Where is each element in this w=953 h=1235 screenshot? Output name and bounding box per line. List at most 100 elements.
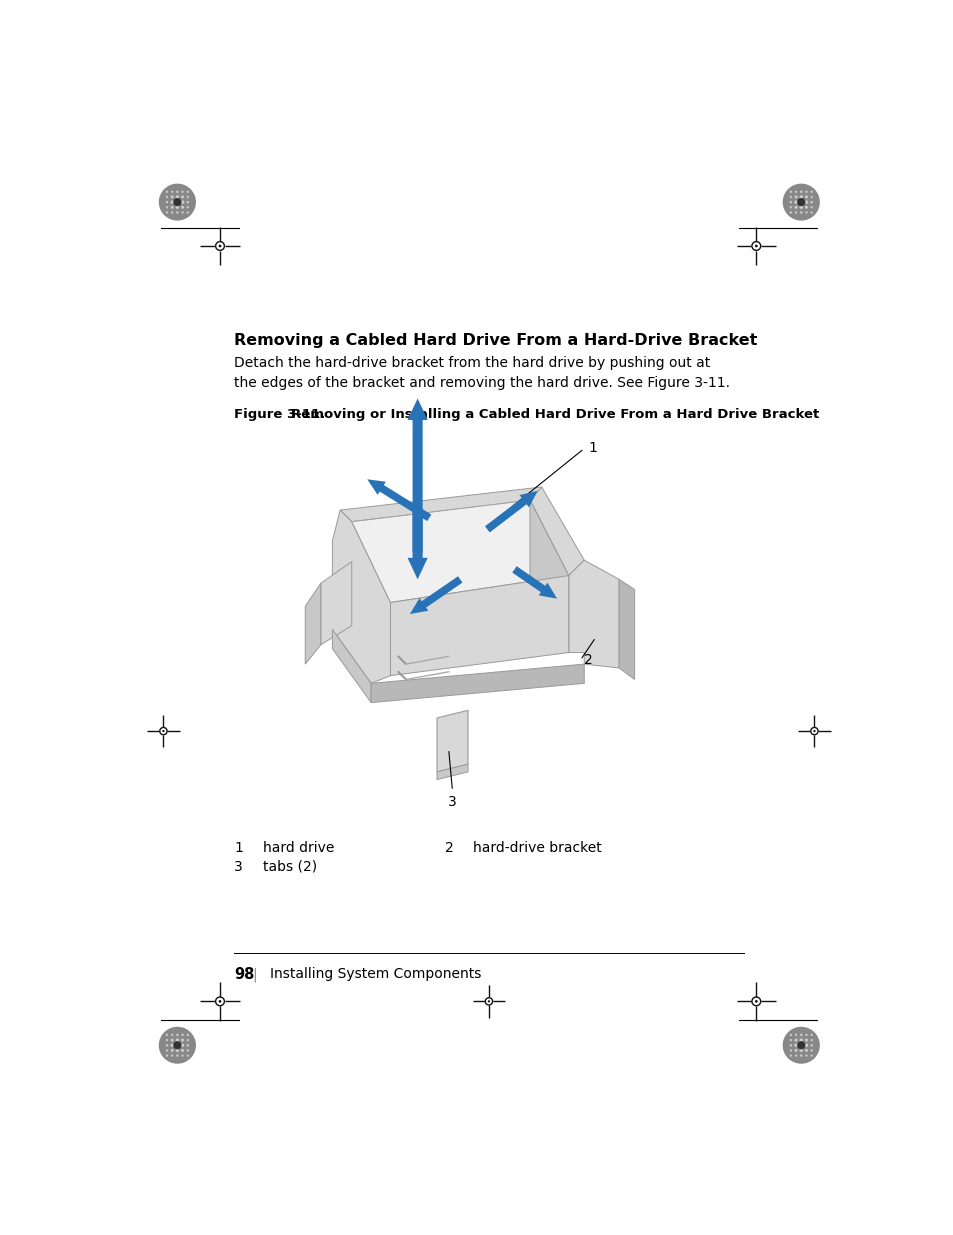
Circle shape: [187, 1044, 189, 1046]
Circle shape: [218, 1000, 221, 1003]
Text: |: |: [253, 967, 257, 982]
Circle shape: [804, 190, 807, 193]
Circle shape: [804, 206, 807, 209]
Circle shape: [181, 1049, 184, 1052]
Circle shape: [799, 1044, 802, 1047]
Circle shape: [754, 1000, 757, 1003]
Polygon shape: [367, 479, 431, 521]
Circle shape: [794, 1039, 797, 1041]
Circle shape: [181, 211, 184, 214]
Circle shape: [166, 1055, 168, 1057]
Circle shape: [797, 1041, 804, 1050]
Circle shape: [794, 1055, 797, 1057]
Polygon shape: [568, 561, 618, 668]
Polygon shape: [371, 664, 583, 703]
Circle shape: [171, 1049, 173, 1052]
Circle shape: [799, 205, 802, 209]
Circle shape: [799, 1049, 802, 1052]
Polygon shape: [305, 583, 320, 664]
Circle shape: [794, 190, 797, 193]
Circle shape: [181, 1039, 184, 1041]
Circle shape: [187, 1050, 189, 1051]
Circle shape: [187, 206, 189, 209]
Circle shape: [804, 1039, 807, 1041]
Text: 2: 2: [444, 841, 453, 855]
Text: Removing or Installing a Cabled Hard Drive From a Hard Drive Bracket: Removing or Installing a Cabled Hard Dri…: [291, 409, 819, 421]
Circle shape: [176, 1055, 178, 1057]
Polygon shape: [340, 487, 541, 521]
Polygon shape: [530, 500, 568, 652]
Circle shape: [181, 1044, 184, 1047]
Polygon shape: [436, 710, 468, 772]
Text: 1: 1: [587, 441, 597, 456]
Circle shape: [173, 1041, 181, 1050]
Circle shape: [810, 196, 812, 198]
Circle shape: [810, 190, 812, 193]
Circle shape: [166, 1034, 168, 1036]
Circle shape: [173, 198, 181, 206]
Text: Removing a Cabled Hard Drive From a Hard-Drive Bracket: Removing a Cabled Hard Drive From a Hard…: [233, 333, 757, 348]
Circle shape: [166, 1050, 168, 1051]
Circle shape: [799, 195, 802, 199]
Circle shape: [187, 201, 189, 204]
Circle shape: [789, 206, 791, 209]
Text: 2: 2: [583, 653, 593, 667]
Circle shape: [789, 1055, 791, 1057]
Text: 3: 3: [448, 795, 456, 809]
Polygon shape: [407, 399, 427, 552]
Circle shape: [171, 200, 173, 204]
Circle shape: [797, 198, 804, 206]
Circle shape: [171, 1039, 173, 1041]
Circle shape: [187, 1034, 189, 1036]
Circle shape: [810, 211, 812, 214]
Circle shape: [804, 211, 807, 214]
Text: Installing System Components: Installing System Components: [270, 967, 481, 982]
Polygon shape: [352, 500, 568, 603]
Circle shape: [800, 1055, 801, 1057]
Circle shape: [800, 1034, 801, 1036]
Circle shape: [810, 1055, 812, 1057]
Circle shape: [789, 1039, 791, 1041]
Circle shape: [789, 196, 791, 198]
Circle shape: [181, 195, 184, 199]
Circle shape: [810, 201, 812, 204]
Circle shape: [754, 245, 757, 247]
Circle shape: [187, 196, 189, 198]
Circle shape: [166, 1039, 168, 1041]
Polygon shape: [407, 510, 427, 579]
Text: 98: 98: [233, 967, 254, 982]
Circle shape: [175, 1044, 179, 1047]
Circle shape: [166, 196, 168, 198]
Circle shape: [789, 201, 791, 204]
Circle shape: [794, 211, 797, 214]
Circle shape: [789, 1034, 791, 1036]
Circle shape: [187, 1055, 189, 1057]
Circle shape: [181, 200, 184, 204]
Circle shape: [789, 1044, 791, 1046]
Text: hard drive: hard drive: [262, 841, 334, 855]
Circle shape: [789, 1050, 791, 1051]
Circle shape: [166, 211, 168, 214]
Circle shape: [800, 190, 801, 193]
Circle shape: [218, 245, 221, 247]
Circle shape: [810, 206, 812, 209]
Circle shape: [487, 1000, 490, 1003]
Circle shape: [794, 1049, 797, 1052]
Circle shape: [187, 190, 189, 193]
Circle shape: [166, 190, 168, 193]
Circle shape: [171, 1044, 173, 1047]
Circle shape: [794, 1044, 797, 1047]
Circle shape: [781, 184, 819, 221]
Circle shape: [794, 206, 797, 209]
Circle shape: [166, 206, 168, 209]
Circle shape: [175, 1049, 179, 1052]
Circle shape: [166, 201, 168, 204]
Circle shape: [810, 1044, 812, 1046]
Polygon shape: [320, 562, 352, 645]
Circle shape: [794, 1034, 797, 1036]
Circle shape: [789, 211, 791, 214]
Circle shape: [794, 195, 797, 199]
Polygon shape: [390, 576, 568, 676]
Circle shape: [804, 200, 807, 204]
Circle shape: [804, 195, 807, 199]
